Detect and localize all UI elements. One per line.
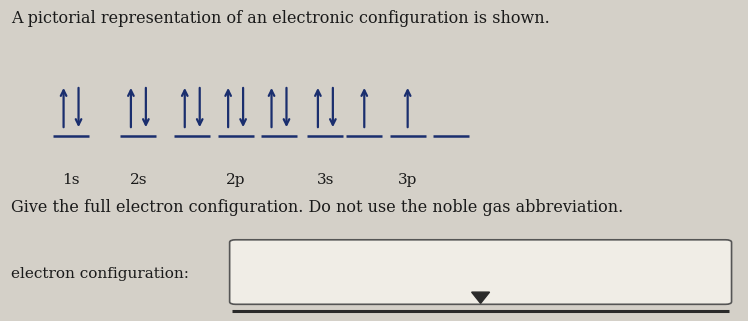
Text: 2p: 2p [226, 173, 245, 187]
Text: 1s: 1s [62, 173, 80, 187]
Text: Give the full electron configuration. Do not use the noble gas abbreviation.: Give the full electron configuration. Do… [11, 199, 624, 216]
FancyBboxPatch shape [230, 240, 732, 304]
Text: A pictorial representation of an electronic configuration is shown.: A pictorial representation of an electro… [11, 10, 550, 27]
Text: 2s: 2s [129, 173, 147, 187]
Text: electron configuration:: electron configuration: [11, 267, 189, 282]
Text: 3p: 3p [398, 173, 417, 187]
Text: 3s: 3s [316, 173, 334, 187]
Polygon shape [472, 292, 490, 303]
